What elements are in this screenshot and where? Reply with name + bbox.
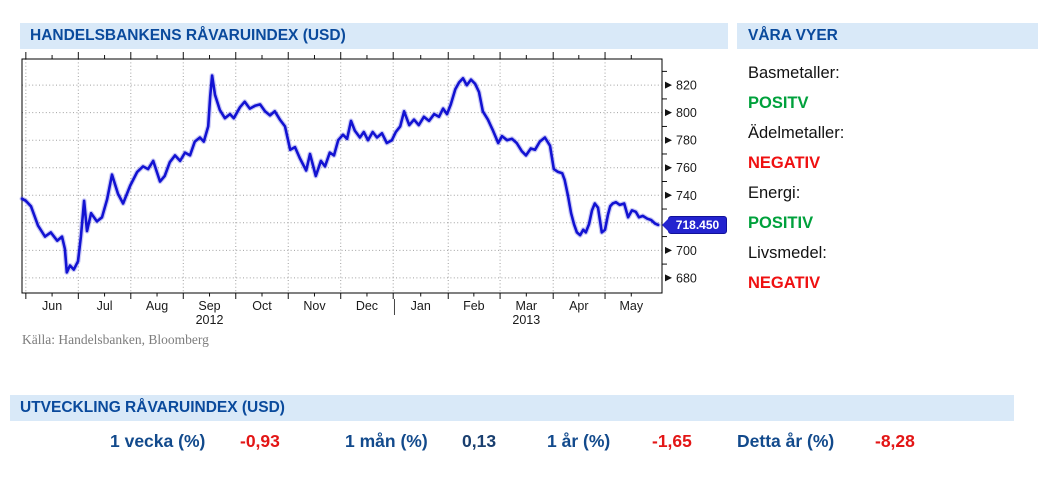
svg-text:740: 740 (676, 189, 697, 203)
view-item: Ädelmetaller: NEGATIV (748, 118, 1038, 178)
svg-text:680: 680 (676, 271, 697, 285)
svg-text:780: 780 (676, 134, 697, 148)
svg-text:800: 800 (676, 106, 697, 120)
stat-value-2: -1,65 (652, 431, 692, 451)
svg-text:820: 820 (676, 79, 697, 93)
view-label-adelmetaller: Ädelmetaller: (748, 124, 845, 142)
svg-text:2013: 2013 (512, 313, 540, 327)
view-status-0: POSITV (748, 94, 809, 112)
view-status-2: POSITIV (748, 214, 814, 232)
view-label-basmetaller: Basmetaller: (748, 64, 840, 82)
performance-title-bar: UTVECKLING RÅVARUINDEX (USD) (10, 395, 1014, 421)
commodity-index-chart: 680 700 740 760 780 800 820 Jun Jul Aug Sep Oct Nov D… (12, 50, 728, 335)
chart-plot-area: 680 700 740 760 780 800 820 Jun Jul Aug Sep Oct Nov D… (19, 52, 697, 327)
views-list: Basmetaller: POSITV Ädelmetaller: NEGATI… (748, 58, 1038, 298)
views-panel-title: VÅRA VYER (748, 27, 838, 44)
views-panel-title-bar: VÅRA VYER (737, 23, 1038, 49)
svg-text:Apr: Apr (569, 299, 588, 313)
svg-text:Mar: Mar (516, 299, 538, 313)
view-label-energi: Energi: (748, 184, 801, 202)
svg-text:Jan: Jan (411, 299, 431, 313)
view-label-livsmedel: Livsmedel: (748, 244, 827, 262)
view-item: Basmetaller: POSITV (748, 58, 1038, 118)
last-price-badge: 718.450 (662, 216, 727, 234)
view-item: Energi: POSITIV (748, 178, 1038, 238)
svg-text:May: May (619, 299, 643, 313)
svg-text:760: 760 (676, 161, 697, 175)
svg-text:Dec: Dec (356, 299, 378, 313)
svg-text:2012: 2012 (196, 313, 224, 327)
view-status-3: NEGATIV (748, 274, 821, 292)
stat-value-0: -0,93 (240, 431, 280, 451)
svg-text:Jun: Jun (42, 299, 62, 313)
svg-text:Sep: Sep (198, 299, 220, 313)
stat-label-1-vecka: 1 vecka (%) (110, 431, 206, 451)
stat-label-1-man: 1 mån (%) (345, 431, 428, 451)
svg-text:Jul: Jul (97, 299, 113, 313)
stat-label-1-ar: 1 år (%) (547, 431, 611, 451)
svg-text:Nov: Nov (303, 299, 326, 313)
svg-text:Oct: Oct (252, 299, 272, 313)
performance-title: UTVECKLING RÅVARUINDEX (USD) (20, 399, 285, 416)
stat-value-1: 0,13 (462, 431, 497, 451)
stat-value-3: -8,28 (875, 431, 915, 451)
source-note: Källa: Handelsbanken, Bloomberg (22, 332, 209, 347)
svg-text:Aug: Aug (146, 299, 168, 313)
view-status-1: NEGATIV (748, 154, 821, 172)
chart-title: HANDELSBANKENS RÅVARUINDEX (USD) (30, 27, 346, 44)
stat-label-detta-ar: Detta år (%) (737, 431, 835, 451)
svg-text:700: 700 (676, 244, 697, 258)
chart-title-bar: HANDELSBANKENS RÅVARUINDEX (USD) (20, 23, 728, 49)
svg-text:Feb: Feb (463, 299, 485, 313)
view-item: Livsmedel: NEGATIV (748, 238, 1038, 298)
